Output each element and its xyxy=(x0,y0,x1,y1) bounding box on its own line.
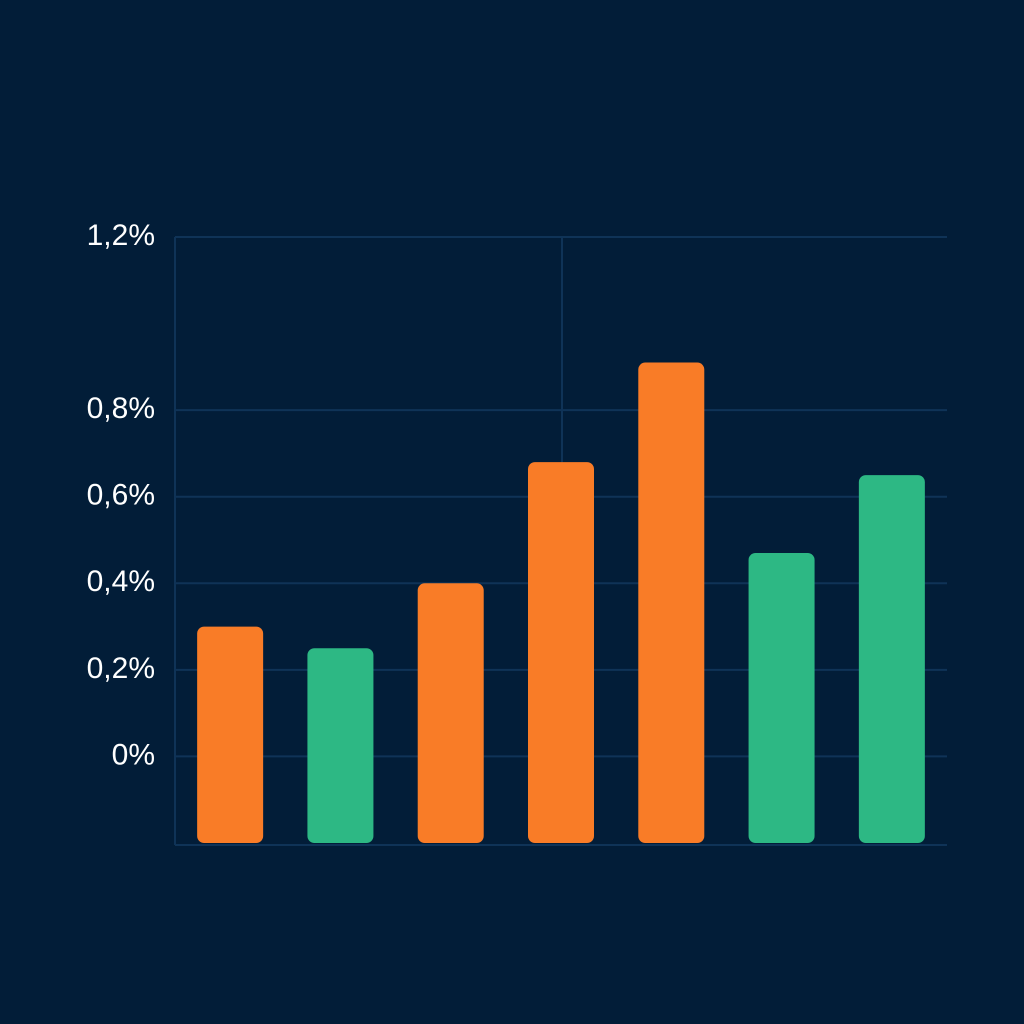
bar xyxy=(528,462,594,843)
y-tick-label: 0% xyxy=(112,738,155,771)
bar xyxy=(858,475,925,843)
y-tick-label: 0,2% xyxy=(87,652,155,685)
bar xyxy=(197,626,264,843)
y-tick-label: 0,6% xyxy=(87,479,155,512)
bar xyxy=(748,552,815,843)
y-tick-label: 0,8% xyxy=(87,392,155,425)
y-tick-label: 1,2% xyxy=(87,219,155,252)
bar xyxy=(417,583,484,843)
bar xyxy=(307,648,374,843)
bar xyxy=(638,362,705,843)
y-tick-label: 0,4% xyxy=(87,565,155,598)
